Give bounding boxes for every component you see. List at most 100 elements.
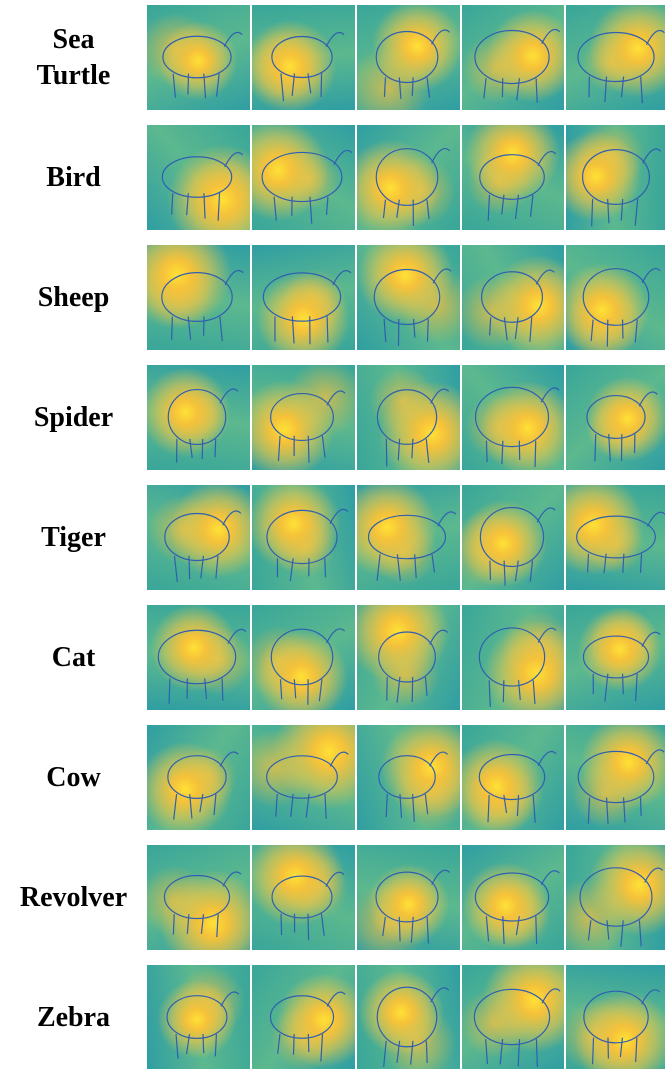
row-label: Spider [0,365,147,470]
sketch [252,125,355,230]
heatmap-image [462,605,564,710]
row-label: Zebra [0,965,147,1069]
sketch-stroke [168,752,238,819]
sketch-stroke [578,30,665,103]
heatmap-image [462,5,564,110]
heatmap-image [357,5,460,110]
heatmap-image [252,125,355,230]
sketch [147,245,250,350]
row-label: Bird [0,125,147,230]
heatmap-image [566,365,665,470]
sketch [462,125,564,230]
sketch-stroke [376,149,449,226]
heatmap-image [566,965,665,1069]
heatmap-image [357,845,460,950]
heatmap-image [252,485,355,590]
heatmap-image [252,725,355,830]
row-label-text: Spider [34,400,113,436]
row-label-text: Sea Turtle [16,22,131,94]
sketch-stroke [162,271,243,342]
sketch-stroke [271,629,344,705]
heatmap-image [147,965,250,1069]
sketch [147,485,250,590]
sketch [462,485,564,590]
sketch [357,365,460,470]
sketch [357,5,460,110]
sketch-stroke [272,872,344,940]
heatmap-image [252,365,355,470]
heatmap-image [566,125,665,230]
heatmap-image [252,5,355,110]
sketch-stroke [379,752,448,822]
heatmap-image [147,365,250,470]
row-label-text: Bird [46,160,100,196]
sketch [566,5,665,110]
sketch [357,485,460,590]
sketch [147,725,250,830]
heatmap-image [147,485,250,590]
sketch-stroke [479,751,556,822]
heatmap-image [252,605,355,710]
row-label: Cow [0,725,147,830]
row-label-text: Zebra [37,1000,110,1036]
sketch-stroke [162,153,242,221]
sketch-stroke [480,508,555,586]
heatmap-image [252,845,355,950]
sketch [462,965,564,1069]
heatmap-image [147,5,250,110]
sketch [147,125,250,230]
heatmap-image [357,485,460,590]
sketch-stroke [480,152,556,221]
heatmap-image [147,845,250,950]
heatmap-image [357,725,460,830]
heatmap-image [147,125,250,230]
heatmap-image [252,245,355,350]
sketch [147,605,250,710]
sketch [147,965,250,1069]
heatmap-image [147,245,250,350]
sketch [566,725,665,830]
heatmap-image [357,365,460,470]
heatmap-image [357,965,460,1069]
sketch [252,845,355,950]
row-label: Cat [0,605,147,710]
sketch [566,485,665,590]
sketch-stroke [584,990,660,1064]
sketch-stroke [475,387,559,467]
sketch [252,965,355,1069]
sketch-stroke [376,30,449,99]
sketch [252,485,355,590]
sketch-stroke [168,389,238,462]
heatmap-image [462,485,564,590]
sketch-stroke [377,389,448,466]
sketch [566,845,665,950]
sketch-stroke [379,630,448,703]
sketch-stroke [482,270,555,342]
row-label-text: Cow [46,760,100,796]
sketch-stroke [267,752,349,819]
sketch-stroke [580,868,663,947]
heatmap-image [462,845,564,950]
heatmap-image [566,245,665,350]
sketch-stroke [158,629,246,703]
sketch [462,5,564,110]
heatmap-image [357,125,460,230]
sketch [462,365,564,470]
sketch [252,365,355,470]
sketch-stroke [267,509,348,581]
heatmap-image [147,605,250,710]
heatmap-image [462,365,564,470]
sketch-stroke [376,870,450,943]
heatmap-image [462,245,564,350]
row-label: Tiger [0,485,147,590]
sketch [252,725,355,830]
sketch-stroke [263,271,351,345]
sketch [462,845,564,950]
row-label-text: Revolver [20,880,127,916]
sketch-stroke [262,150,352,223]
sketch [147,845,250,950]
sketch [147,5,250,110]
sketch-stroke [474,989,560,1067]
sketch-stroke [479,628,556,707]
sketch [566,125,665,230]
